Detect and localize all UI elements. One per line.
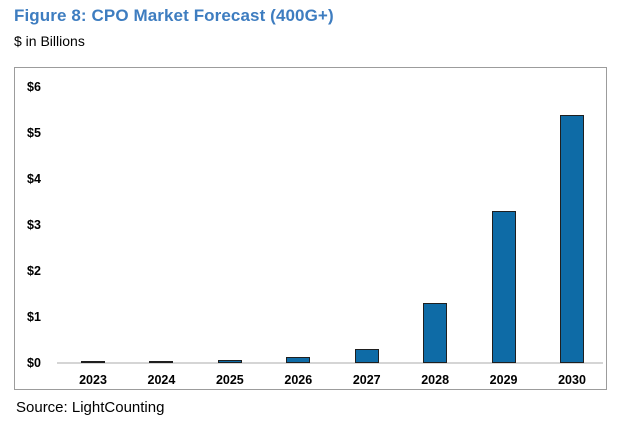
x-tick-label: 2028	[421, 373, 450, 387]
y-tick-label: $0	[27, 356, 41, 370]
bar-2029	[491, 211, 516, 363]
bar-2025	[217, 359, 242, 363]
units-label: $ in Billions	[14, 33, 85, 49]
bar-2026	[286, 357, 311, 363]
x-tick-label: 2027	[352, 373, 381, 387]
y-tick-label: $6	[27, 80, 41, 94]
x-tick-label: 2030	[558, 373, 586, 387]
x-tick-label: 2025	[215, 373, 244, 387]
y-tick-label: $3	[27, 218, 41, 232]
y-tick-label: $5	[27, 126, 41, 140]
bar-2030	[560, 114, 584, 363]
source-note: Source: LightCounting	[16, 399, 165, 416]
y-tick-label: $1	[27, 310, 41, 324]
x-tick-label: 2023	[79, 373, 107, 387]
x-axis-baseline	[57, 362, 603, 364]
bar-2027	[354, 349, 379, 363]
bar-2028	[423, 303, 448, 363]
figure-title: Figure 8: CPO Market Forecast (400G+)	[14, 6, 334, 25]
bar-2024	[149, 361, 174, 363]
y-tick-label: $4	[27, 172, 41, 186]
bar-2023	[81, 361, 105, 363]
x-tick-label: 2026	[284, 373, 313, 387]
x-tick-label: 2024	[147, 373, 176, 387]
x-tick-label: 2029	[489, 373, 518, 387]
bar-chart: $0 $1 $2 $3 $4 $5 $6 2023 2024 2025 2026 2027 2028 2…	[14, 67, 607, 390]
y-tick-label: $2	[27, 264, 41, 278]
